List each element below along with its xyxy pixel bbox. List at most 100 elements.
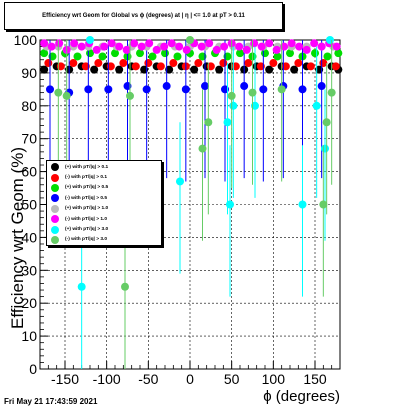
x-tick-label: 0	[186, 371, 194, 387]
data-point	[162, 82, 171, 91]
data-point	[212, 45, 221, 54]
data-point	[90, 65, 99, 74]
data-point	[54, 88, 63, 97]
data-point	[160, 42, 169, 51]
data-point	[298, 200, 307, 209]
data-point	[321, 144, 329, 153]
data-points	[40, 36, 343, 369]
legend-entry: (+) with pT/|q| > 3.0	[49, 224, 159, 234]
data-point	[55, 39, 64, 48]
data-point	[40, 65, 49, 74]
data-point	[194, 59, 203, 68]
data-point	[181, 85, 190, 94]
data-point	[273, 52, 282, 61]
data-point	[182, 45, 191, 54]
data-point	[77, 282, 86, 291]
data-point	[40, 39, 49, 48]
legend: (+) with pT/|q| > 0.1 (-) with pT/|q| > 0…	[46, 160, 162, 246]
legend-entry: (+) with pT/|q| > 0.1	[49, 162, 159, 172]
data-point	[310, 39, 319, 48]
data-point	[326, 36, 334, 44]
data-point	[265, 39, 274, 48]
data-point	[98, 52, 107, 61]
legend-label: (+) with pT/|q| > 3.0	[65, 227, 109, 233]
x-axis-label: ϕ (degrees)	[263, 388, 340, 405]
data-point	[62, 91, 71, 100]
data-point	[227, 91, 236, 100]
data-point	[236, 49, 244, 58]
y-tick-label: 80	[21, 98, 37, 114]
legend-marker	[51, 235, 59, 244]
y-tick-label: 10	[21, 328, 37, 344]
legend-marker	[51, 183, 59, 192]
series-4	[46, 40, 326, 185]
legend-label: (-) with pT/|q| > 0.1	[65, 175, 107, 181]
data-point	[152, 45, 161, 54]
x-tick-label: 50	[224, 371, 240, 387]
legend-entry: (+) with pT/|q| > 1.0	[49, 204, 159, 214]
legend-entry: (+) with pT/|q| > 0.5	[49, 183, 159, 193]
legend-marker	[51, 215, 59, 224]
data-point	[44, 59, 53, 68]
data-point	[136, 49, 144, 58]
data-point	[205, 39, 214, 48]
data-point	[126, 91, 134, 100]
data-point	[144, 59, 153, 68]
data-point	[100, 42, 109, 51]
data-point	[277, 85, 286, 94]
data-point	[235, 42, 244, 51]
x-tick-label: 150	[303, 371, 327, 387]
data-point	[131, 62, 140, 71]
data-point	[220, 42, 229, 51]
data-point	[250, 39, 259, 48]
legend-marker	[51, 204, 59, 213]
data-point	[148, 52, 157, 61]
data-point	[186, 36, 194, 44]
data-point	[175, 42, 184, 51]
data-point	[70, 39, 79, 48]
legend-label: (-) with pT/|q| > 1.0	[65, 216, 107, 222]
legend-label: (+) with pT/|q| > 0.1	[65, 164, 109, 170]
x-tick-label: 100	[262, 371, 286, 387]
legend-marker	[51, 194, 59, 203]
data-point	[77, 42, 86, 51]
y-tick-label: 20	[21, 295, 37, 311]
data-point	[298, 85, 307, 94]
data-point	[137, 42, 146, 51]
data-point	[169, 59, 178, 68]
series-8	[54, 36, 336, 369]
data-point	[269, 59, 278, 68]
data-point	[121, 282, 129, 291]
data-point	[287, 39, 296, 48]
legend-entry: (-) with pT/|q| > 0.1	[49, 172, 159, 182]
data-point	[122, 45, 131, 54]
y-tick-label: 30	[21, 262, 37, 278]
data-point	[229, 101, 238, 110]
data-point	[226, 200, 234, 209]
title-box: Efficiency wrt Geom for Global vs ϕ (deg…	[4, 2, 283, 30]
data-point	[294, 59, 303, 68]
legend-marker	[51, 225, 59, 234]
data-point	[47, 42, 56, 51]
data-point	[198, 144, 207, 153]
data-point	[111, 49, 119, 58]
data-point	[334, 49, 343, 58]
data-point	[107, 39, 116, 48]
x-tick-label: -50	[138, 371, 158, 387]
data-point	[197, 42, 206, 51]
legend-label: (-) with pT/|q| > 3.0	[65, 237, 107, 243]
legend-entry: (-) with pT/|q| > 1.0	[49, 214, 159, 224]
legend-entry: (-) with pT/|q| > 3.0	[49, 235, 159, 245]
data-point	[176, 177, 184, 186]
data-point	[322, 118, 331, 127]
legend-entry: (-) with pT/|q| > 0.5	[49, 193, 159, 203]
data-point	[302, 45, 311, 54]
y-tick-label: 100	[14, 32, 38, 48]
data-point	[86, 36, 94, 44]
data-point	[115, 42, 124, 51]
y-axis-label: Efficiency wrt Geom (%)	[8, 146, 27, 330]
data-point	[92, 45, 101, 54]
data-point	[295, 42, 304, 51]
y-tick-label: 60	[21, 164, 37, 180]
